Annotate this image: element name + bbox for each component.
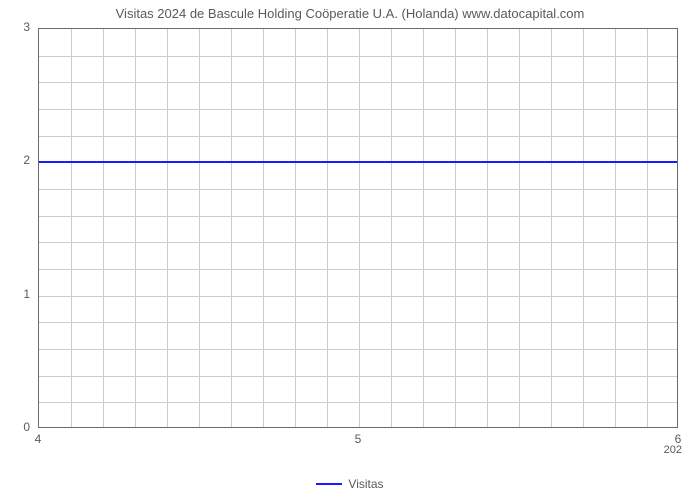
gridline-vertical	[487, 29, 488, 427]
gridline-horizontal	[39, 136, 677, 137]
x-axis-sublabel: 202	[648, 444, 682, 456]
gridline-vertical	[423, 29, 424, 427]
legend-label: Visitas	[348, 477, 383, 491]
gridline-vertical	[71, 29, 72, 427]
gridline-horizontal	[39, 56, 677, 57]
gridline-vertical	[647, 29, 648, 427]
x-tick-label: 4	[28, 432, 48, 446]
gridline-vertical	[519, 29, 520, 427]
gridline-vertical	[327, 29, 328, 427]
gridline-horizontal	[39, 296, 677, 297]
gridline-horizontal	[39, 242, 677, 243]
gridline-horizontal	[39, 216, 677, 217]
plot-area	[38, 28, 678, 428]
gridline-horizontal	[39, 109, 677, 110]
x-tick-label: 5	[348, 432, 368, 446]
chart-title: Visitas 2024 de Bascule Holding Coöperat…	[0, 6, 700, 21]
gridline-vertical	[199, 29, 200, 427]
gridline-vertical	[391, 29, 392, 427]
y-tick-label: 3	[0, 20, 30, 34]
gridline-horizontal	[39, 189, 677, 190]
gridline-horizontal	[39, 322, 677, 323]
y-tick-label: 1	[0, 287, 30, 301]
gridline-vertical	[359, 29, 360, 427]
y-tick-label: 0	[0, 420, 30, 434]
legend: Visitas	[0, 472, 700, 491]
gridline-vertical	[551, 29, 552, 427]
gridline-horizontal	[39, 402, 677, 403]
gridline-vertical	[455, 29, 456, 427]
gridline-vertical	[135, 29, 136, 427]
gridline-horizontal	[39, 82, 677, 83]
y-tick-label: 2	[0, 153, 30, 167]
gridline-vertical	[263, 29, 264, 427]
gridline-vertical	[167, 29, 168, 427]
gridline-vertical	[615, 29, 616, 427]
legend-swatch	[316, 483, 342, 485]
gridline-vertical	[583, 29, 584, 427]
gridline-vertical	[295, 29, 296, 427]
chart-container: { "chart": { "type": "line", "title": "V…	[0, 0, 700, 500]
gridline-horizontal	[39, 269, 677, 270]
gridline-horizontal	[39, 349, 677, 350]
series-line	[39, 161, 677, 163]
gridline-vertical	[231, 29, 232, 427]
gridline-vertical	[103, 29, 104, 427]
gridline-horizontal	[39, 376, 677, 377]
legend-item: Visitas	[316, 477, 383, 491]
